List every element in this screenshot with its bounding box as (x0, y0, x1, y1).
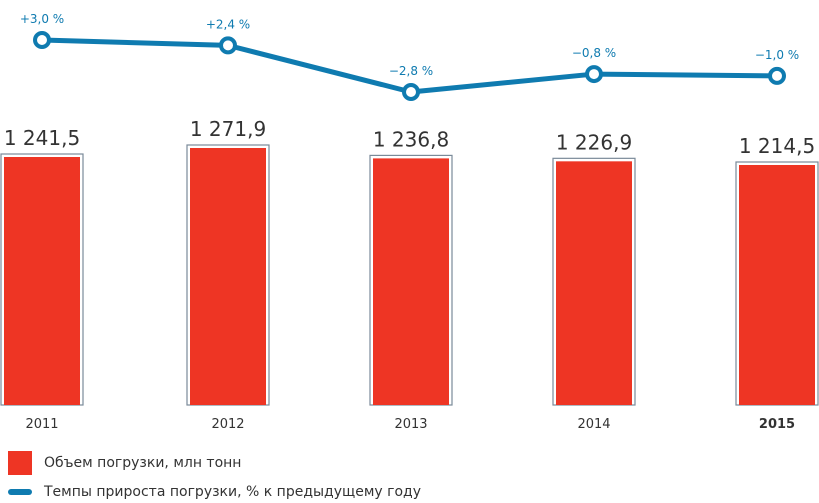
line-value-label: +3,0 % (20, 12, 64, 26)
bar (190, 148, 266, 405)
legend-item-bar: Объем погрузки, млн тонн (8, 451, 241, 475)
line-point (219, 36, 237, 55)
x-tick-label: 2012 (211, 417, 244, 432)
bar (739, 165, 815, 405)
bar (556, 161, 632, 405)
bar-value-label: 1 236,8 (373, 127, 449, 151)
x-tick-label: 2015 (759, 417, 795, 432)
x-tick-label: 2014 (577, 417, 610, 432)
x-tick-label: 2013 (394, 417, 427, 432)
legend-swatch-line (8, 489, 32, 495)
bar-value-label: 1 214,5 (739, 134, 815, 158)
legend-label-line: Темпы прироста погрузки, % к предыдущему… (44, 484, 421, 500)
legend-item-line: Темпы прироста погрузки, % к предыдущему… (8, 484, 421, 500)
legend-label-bar: Объем погрузки, млн тонн (44, 455, 242, 471)
bar (373, 158, 449, 405)
line-value-label: −1,0 % (755, 48, 799, 62)
bar-value-label: 1 241,5 (4, 126, 80, 150)
chart: 1 241,5 2011 1 271,9 2012 1 236,8 2013 1 226,9… (0, 12, 819, 432)
line-point (33, 31, 51, 49)
legend-swatch-bar (8, 451, 32, 475)
bar-value-label: 1 226,9 (556, 130, 632, 154)
line-value-label: −2,8 % (389, 64, 433, 78)
line-point (585, 65, 603, 84)
line-point (402, 83, 420, 101)
line-point (768, 66, 786, 85)
bar (4, 157, 80, 405)
line-value-label: +2,4 % (206, 17, 250, 31)
line-value-label: −0,8 % (572, 46, 616, 60)
bar-value-label: 1 271,9 (190, 117, 266, 141)
x-tick-label: 2011 (25, 417, 58, 432)
